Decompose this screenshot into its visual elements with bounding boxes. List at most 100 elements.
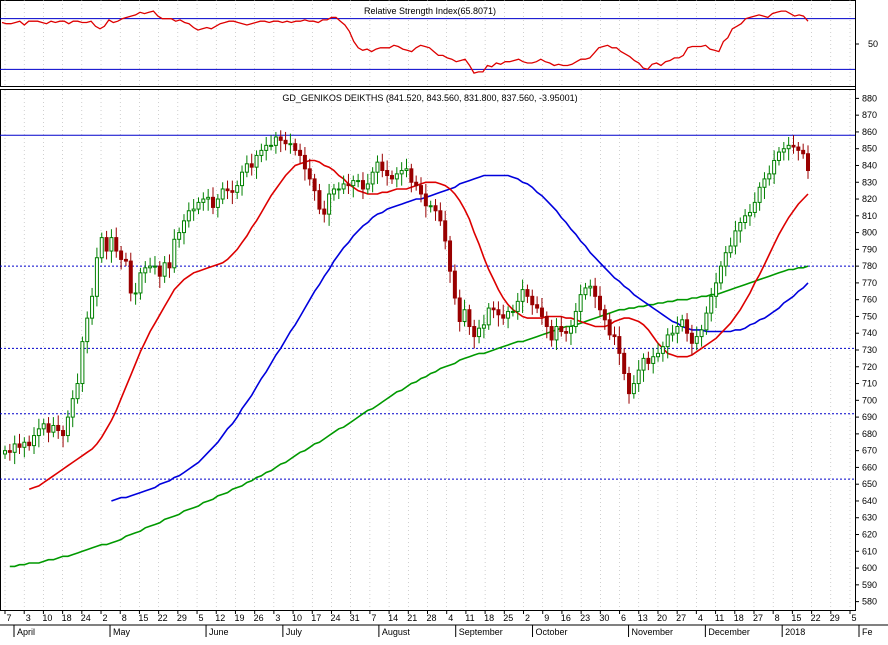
x-tick-label-37: 11	[715, 613, 724, 623]
candle-body-56	[273, 136, 278, 146]
month-label-10: Fe	[862, 627, 873, 637]
candle-body-147	[714, 282, 719, 297]
x-tick-label-5: 2	[103, 613, 108, 623]
price-tick-label-30: 880	[862, 93, 877, 103]
x-tick-label-21: 21	[407, 613, 417, 623]
candle-body-163	[791, 144, 796, 148]
candle-body-162	[786, 144, 791, 150]
month-label-7: November	[632, 627, 674, 637]
candle-body-113	[549, 326, 554, 341]
candle-body-142	[689, 332, 694, 344]
x-tick-label-26: 25	[503, 613, 513, 623]
candle-body-144	[699, 329, 704, 338]
candle-body-161	[781, 148, 786, 153]
candle-body-44	[215, 198, 220, 208]
candle-body-143	[694, 336, 699, 344]
candle-body-71	[346, 183, 351, 187]
x-tick-label-29: 16	[561, 613, 571, 623]
x-tick-label-24: 11	[465, 613, 474, 623]
candle-body-158	[767, 173, 772, 180]
rsi-line	[1, 10, 809, 74]
candle-body-125	[607, 319, 612, 336]
x-tick-label-36: 4	[698, 613, 703, 623]
x-tick-label-41: 15	[791, 613, 801, 623]
candle-body-138	[670, 332, 675, 336]
month-label-4: August	[382, 627, 411, 637]
candle-body-112	[544, 315, 549, 328]
candle-body-94	[457, 297, 462, 322]
candle-body-28	[138, 272, 143, 294]
ma-short-line	[28, 159, 809, 490]
candle-body-31	[152, 265, 157, 268]
candle-body-95	[462, 309, 467, 322]
price-tick-label-18: 760	[862, 295, 877, 305]
axis-layer: 5805906006106206306406506606706806907007…	[0, 93, 888, 637]
x-tick-label-6: 8	[122, 613, 127, 623]
candle-body-53	[259, 149, 264, 156]
price-tick-label-11: 690	[862, 412, 877, 422]
candle-body-38	[186, 210, 191, 222]
price-tick-label-19: 770	[862, 278, 877, 288]
candle-body-164	[796, 146, 801, 151]
candle-body-159	[772, 159, 777, 175]
candle-body-51	[249, 163, 254, 168]
rsi-title: Relative Strength Index(65.8071)	[364, 6, 496, 16]
candle-body-14	[70, 398, 75, 418]
candle-body-50	[244, 163, 249, 173]
candle-body-146	[709, 295, 714, 314]
candle-body-73	[356, 180, 361, 183]
price-tick-label-23: 810	[862, 211, 877, 221]
candle-body-78	[380, 161, 385, 172]
candle-body-103	[501, 314, 506, 319]
candle-body-0	[3, 450, 7, 455]
candle-body-87	[423, 193, 428, 207]
candle-body-131	[636, 369, 641, 385]
candle-body-66	[322, 208, 327, 215]
x-tick-label-16: 17	[311, 613, 321, 623]
candle-body-117	[568, 326, 573, 334]
candle-body-160	[776, 151, 781, 161]
ma-long-line	[9, 265, 809, 568]
x-tick-label-15: 10	[292, 613, 302, 623]
price-tick-label-16: 740	[862, 328, 877, 338]
candle-body-98	[477, 327, 482, 338]
candle-body-63	[307, 168, 312, 180]
x-tick-label-2: 10	[42, 613, 52, 623]
price-tick-label-7: 650	[862, 479, 877, 489]
candle-body-153	[743, 215, 748, 224]
candle-body-9	[46, 423, 51, 433]
price-tick-label-15: 730	[862, 345, 877, 355]
candle-body-99	[481, 324, 486, 329]
month-label-9: 2018	[785, 627, 805, 637]
candle-body-65	[317, 190, 322, 210]
x-tick-label-7: 15	[138, 613, 148, 623]
price-tick-label-12: 700	[862, 395, 877, 405]
candle-body-21	[104, 237, 109, 252]
candle-body-96	[467, 309, 472, 328]
candle-body-10	[51, 424, 56, 433]
ma-medium-line	[111, 174, 809, 502]
candle-body-19	[94, 257, 99, 297]
candle-body-43	[211, 196, 216, 208]
candle-body-115	[559, 326, 564, 333]
candle-body-69	[336, 188, 341, 191]
candle-body-58	[283, 139, 288, 145]
x-tick-label-12: 19	[234, 613, 244, 623]
candle-body-11	[56, 424, 61, 432]
price-layer	[3, 130, 810, 568]
candle-body-122	[593, 285, 598, 297]
candle-body-114	[554, 326, 559, 341]
x-tick-label-1: 3	[26, 613, 31, 623]
price-tick-label-25: 830	[862, 177, 877, 187]
month-label-3: July	[286, 627, 303, 637]
price-tick-label-5: 630	[862, 513, 877, 523]
candle-body-92	[448, 240, 453, 272]
candle-body-120	[583, 287, 588, 296]
candle-body-18	[90, 295, 95, 319]
rsi-grid	[0, 18, 855, 70]
candle-body-110	[535, 304, 540, 309]
candle-body-101	[491, 307, 496, 311]
candle-body-17	[85, 317, 90, 343]
candle-body-121	[588, 285, 593, 289]
price-tick-label-8: 660	[862, 462, 877, 472]
